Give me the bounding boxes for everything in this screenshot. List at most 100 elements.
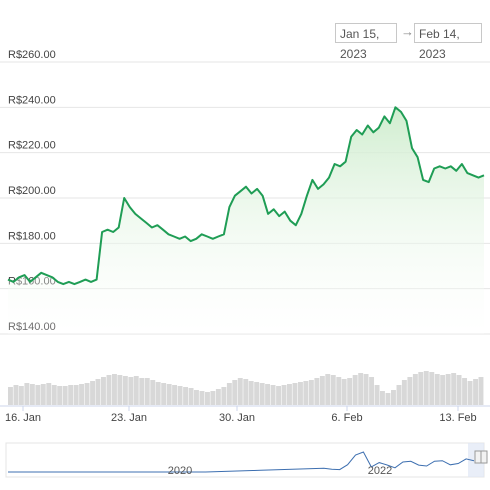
volume-bar: [270, 385, 276, 405]
volume-bar: [51, 385, 57, 405]
volume-bar: [380, 391, 385, 405]
volume-bar: [40, 384, 46, 405]
volume-bar: [440, 375, 446, 405]
volume-bar: [396, 385, 402, 405]
volume-bar: [62, 386, 68, 405]
volume-bar: [434, 374, 440, 405]
volume-bar: [112, 374, 117, 405]
volume-bar: [292, 383, 298, 405]
volume-bar: [423, 371, 429, 405]
volume-bar: [401, 380, 407, 405]
volume-bar: [358, 373, 364, 405]
volume-bar: [101, 377, 106, 405]
volume-bar: [412, 374, 418, 405]
volume-bar: [308, 380, 314, 405]
volume-bar: [199, 391, 205, 405]
volume-bar: [161, 383, 167, 405]
volume-bar: [57, 386, 63, 405]
volume-bar: [95, 379, 101, 405]
x-tick-label: 6. Feb: [331, 412, 362, 424]
volume-bar: [155, 382, 161, 405]
volume-bar: [166, 384, 172, 405]
x-tick-label: 16. Jan: [5, 412, 41, 424]
volume-bar: [319, 376, 325, 405]
volume-bar: [451, 373, 457, 405]
volume-bar: [106, 375, 112, 405]
price-area: [8, 107, 484, 334]
volume-bar: [84, 383, 90, 405]
volume-bar: [456, 375, 462, 405]
volume-bar: [117, 375, 123, 405]
y-tick-label: R$180.00: [8, 230, 56, 242]
volume-bar: [232, 380, 238, 405]
volume-bar: [237, 378, 243, 405]
volume-bar: [68, 385, 74, 405]
volume-bar: [407, 377, 413, 405]
volume-bar: [172, 385, 178, 405]
volume-bar: [210, 391, 216, 405]
volume-bar: [8, 387, 13, 405]
volume-bars: [8, 371, 484, 405]
navigator-label-2022: 2022: [368, 465, 392, 477]
range-start-date[interactable]: Jan 15, 2023: [335, 23, 397, 61]
volume-bar: [150, 380, 156, 405]
y-tick-label: R$200.00: [8, 185, 56, 197]
volume-bar: [347, 378, 353, 405]
volume-bar: [194, 390, 199, 405]
volume-bar: [473, 379, 479, 405]
navigator[interactable]: 2020 2022: [5, 442, 488, 478]
volume-bar: [478, 377, 484, 405]
range-end-date[interactable]: Feb 14, 2023: [414, 23, 482, 61]
volume-bar: [276, 386, 282, 405]
x-tick-label: 23. Jan: [111, 412, 147, 424]
volume-bar: [352, 375, 358, 405]
volume-bar: [418, 372, 424, 405]
volume-bar: [314, 378, 320, 405]
volume-bar: [374, 385, 380, 405]
volume-bar: [462, 378, 468, 405]
volume-bar: [144, 378, 150, 405]
volume-bar: [325, 374, 331, 405]
volume-bar: [341, 379, 347, 405]
navigator-handle-left[interactable]: [474, 450, 482, 464]
volume-bar: [254, 382, 260, 405]
x-tick-label: 13. Feb: [439, 412, 476, 424]
volume-bar: [24, 383, 30, 405]
volume-bar: [183, 387, 189, 405]
volume-bar: [215, 389, 221, 405]
volume-bar: [221, 387, 227, 405]
price-line: [7, 106, 485, 286]
volume-bar: [467, 381, 473, 405]
y-tick-label: R$220.00: [8, 140, 56, 152]
volume-bar: [391, 390, 396, 405]
x-axis: 16. Jan 23. Jan 30. Jan 6. Feb 13. Feb: [5, 406, 477, 424]
volume-bar: [13, 385, 19, 405]
x-tick-label: 30. Jan: [219, 412, 255, 424]
volume-bar: [265, 384, 271, 405]
y-tick-label: R$240.00: [8, 94, 56, 106]
volume-bar: [281, 385, 287, 405]
volume-bar: [18, 386, 24, 405]
volume-bar: [205, 392, 210, 405]
volume-bar: [429, 372, 435, 405]
volume-bar: [73, 385, 79, 405]
volume-bar: [385, 393, 391, 405]
volume-bar: [133, 376, 139, 405]
y-tick-label: R$260.00: [8, 49, 56, 61]
navigator-frame: [5, 442, 485, 478]
navigator-line: [8, 451, 475, 473]
navigator-handle-right[interactable]: [480, 450, 488, 464]
volume-bar: [369, 377, 375, 405]
volume-bar: [122, 376, 128, 405]
volume-bar: [128, 377, 134, 405]
navigator-label-2020: 2020: [168, 465, 192, 477]
volume-bar: [188, 388, 194, 405]
volume-bar: [243, 379, 249, 405]
volume-bar: [248, 381, 254, 405]
volume-bar: [90, 381, 96, 405]
volume-bar: [29, 384, 35, 405]
volume-bar: [259, 383, 265, 405]
volume-bar: [363, 374, 369, 405]
volume-bar: [298, 382, 303, 405]
